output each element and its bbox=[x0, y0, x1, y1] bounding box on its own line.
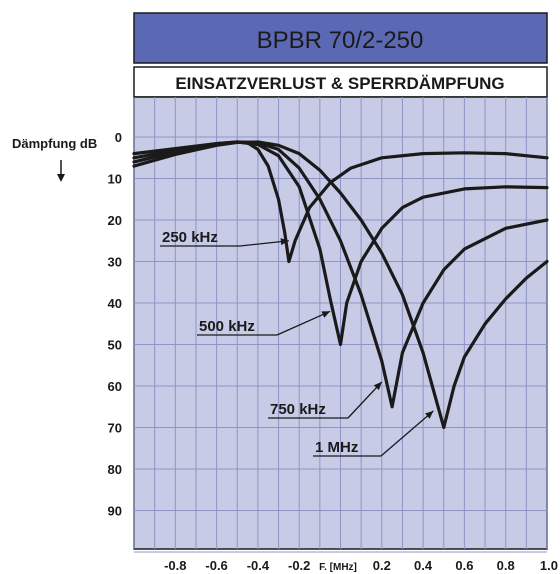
y-tick-label: 70 bbox=[108, 421, 122, 436]
annotation-label: 1 MHz bbox=[315, 439, 358, 456]
arrow-head-icon bbox=[373, 381, 382, 391]
y-tick-label: 90 bbox=[108, 504, 122, 519]
annotation-leader bbox=[239, 240, 289, 247]
x-tick-labels: -0.8 -0.6 -0.4 -0.2 0.2 0.4 0.6 0.8 1.0 bbox=[164, 558, 558, 573]
series-lines bbox=[132, 140, 549, 430]
annotation-leader bbox=[347, 381, 383, 419]
y-tick-label: 80 bbox=[108, 462, 122, 477]
chart-subtitle: EINSATZVERLUST & SPERRDÄMPFUNG bbox=[175, 74, 504, 93]
grid bbox=[133, 97, 548, 553]
x-tick-label: 1.0 bbox=[540, 558, 558, 573]
title-band bbox=[133, 12, 548, 64]
subtitle-band bbox=[133, 66, 548, 98]
y-tick-label: 40 bbox=[108, 296, 122, 311]
y-tick-label: 20 bbox=[108, 213, 122, 228]
annotation-label: 250 kHz bbox=[162, 229, 218, 246]
x-tick-label: -0.6 bbox=[205, 558, 227, 573]
x-tick-label: 0.8 bbox=[497, 558, 515, 573]
arrow-head-icon bbox=[280, 238, 289, 246]
x-tick-label: -0.2 bbox=[288, 558, 310, 573]
y-tick-label: 10 bbox=[108, 172, 122, 187]
arrow-head-icon bbox=[425, 410, 434, 419]
annotation-leader bbox=[380, 410, 434, 457]
annotation-label: 500 kHz bbox=[199, 318, 255, 335]
y-tick-label: 50 bbox=[108, 338, 122, 353]
y-tick-label: 60 bbox=[108, 379, 122, 394]
annotation-label: 750 kHz bbox=[270, 401, 326, 418]
x-tick-label: 0.6 bbox=[455, 558, 473, 573]
y-tick-label: 30 bbox=[108, 255, 122, 270]
x-axis-label: F. [MHz] bbox=[319, 562, 357, 573]
chart-title: BPBR 70/2-250 bbox=[257, 27, 424, 54]
y-axis-label: Dämpfung dB bbox=[12, 136, 97, 151]
x-tick-label: 0.4 bbox=[414, 558, 433, 573]
y-tick-labels: 0 10 20 30 40 50 60 70 80 90 bbox=[108, 130, 122, 519]
x-tick-label: 0.2 bbox=[373, 558, 391, 573]
annotations: 250 kHz 500 kHz 750 kHz 1 MHz bbox=[160, 229, 434, 457]
down-arrow-head-icon bbox=[57, 174, 65, 182]
annotation-leader bbox=[276, 310, 331, 336]
series-line-1-mhz bbox=[132, 140, 549, 430]
arrow-head-icon bbox=[321, 311, 331, 318]
x-tick-label: -0.8 bbox=[164, 558, 186, 573]
x-tick-label: -0.4 bbox=[247, 558, 270, 573]
y-tick-label: 0 bbox=[115, 130, 122, 145]
